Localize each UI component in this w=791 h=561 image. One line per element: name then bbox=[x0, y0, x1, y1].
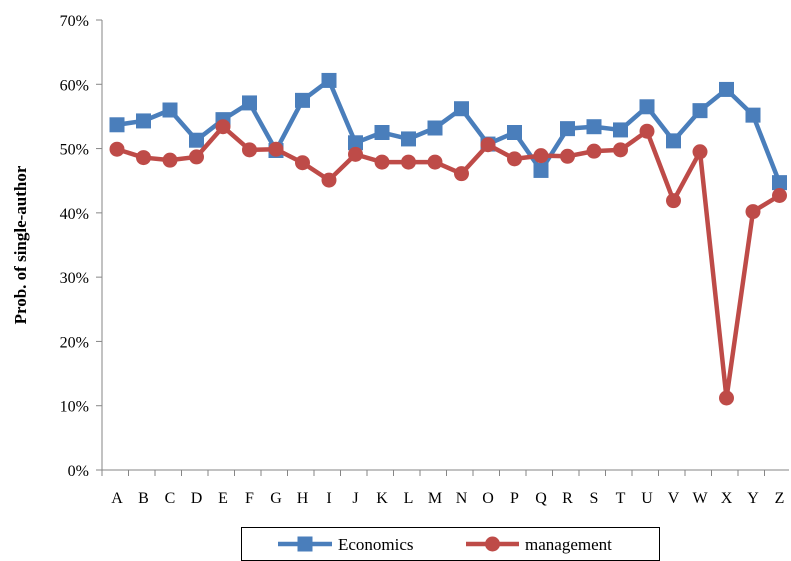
data-point bbox=[480, 137, 496, 153]
data-point bbox=[719, 390, 734, 406]
x-tick-label: X bbox=[721, 490, 733, 507]
data-point bbox=[374, 125, 390, 140]
x-tick-label: V bbox=[668, 490, 680, 507]
y-tick-label: 40% bbox=[60, 206, 89, 223]
data-point bbox=[348, 146, 363, 162]
data-point bbox=[401, 131, 416, 147]
legend-box bbox=[241, 527, 660, 561]
data-point bbox=[639, 99, 655, 115]
data-point bbox=[560, 148, 575, 164]
x-tick-label: G bbox=[270, 490, 282, 507]
series-economics bbox=[109, 72, 787, 191]
y-tick-label: 30% bbox=[60, 270, 89, 287]
data-point bbox=[454, 101, 469, 117]
legend-swatch-marker bbox=[297, 536, 313, 552]
data-point bbox=[533, 148, 549, 164]
data-point bbox=[295, 155, 310, 171]
data-point bbox=[215, 119, 231, 135]
y-tick-label: 10% bbox=[60, 399, 89, 416]
x-tick-label: H bbox=[297, 490, 309, 507]
data-point bbox=[560, 121, 575, 137]
x-tick-label: W bbox=[692, 490, 708, 507]
x-tick-label: N bbox=[456, 490, 468, 507]
data-point bbox=[109, 117, 125, 133]
data-point bbox=[692, 144, 708, 160]
data-point bbox=[242, 95, 257, 111]
data-point bbox=[427, 120, 443, 136]
y-tick-label: 60% bbox=[60, 77, 89, 94]
x-tick-label: Y bbox=[747, 490, 759, 507]
legend-item-management: management bbox=[466, 535, 612, 554]
x-tick-label: Z bbox=[775, 490, 785, 507]
data-point bbox=[586, 143, 602, 159]
y-tick-label: 0% bbox=[68, 463, 89, 480]
data-point bbox=[295, 92, 310, 108]
x-tick-label: S bbox=[590, 490, 599, 507]
data-point bbox=[109, 141, 125, 157]
data-point bbox=[454, 166, 469, 182]
x-tick-label: P bbox=[510, 490, 519, 507]
x-tick-label: J bbox=[352, 490, 358, 507]
y-tick-label: 50% bbox=[60, 142, 89, 159]
legend-swatch-marker bbox=[485, 536, 500, 552]
data-point bbox=[745, 107, 761, 123]
data-point bbox=[507, 125, 522, 140]
data-point bbox=[321, 72, 337, 88]
data-point bbox=[242, 142, 257, 158]
x-tick-label: E bbox=[218, 490, 228, 507]
data-point bbox=[136, 113, 151, 129]
data-point bbox=[321, 172, 337, 188]
legend-item-economics: Economics bbox=[278, 535, 414, 554]
data-point bbox=[666, 193, 681, 209]
series-management bbox=[109, 119, 787, 406]
x-tick-label: F bbox=[245, 490, 254, 507]
legend: Economics management bbox=[241, 527, 660, 561]
x-tick-label: K bbox=[376, 490, 388, 507]
data-point bbox=[613, 122, 628, 138]
x-tick-label: R bbox=[562, 490, 573, 507]
data-point bbox=[533, 162, 549, 178]
x-tick-label: I bbox=[326, 490, 331, 507]
data-point bbox=[189, 132, 204, 148]
data-point bbox=[772, 188, 787, 203]
x-tick-label: Q bbox=[535, 490, 547, 507]
data-point bbox=[427, 154, 443, 170]
x-tick-label: L bbox=[404, 490, 414, 507]
data-point bbox=[666, 133, 681, 149]
x-tick-label: M bbox=[428, 490, 442, 507]
y-axis: 0% 10% 20% 30% 40% 50% 60% 70% bbox=[60, 13, 103, 480]
x-tick-label: D bbox=[191, 490, 203, 507]
data-point bbox=[401, 154, 416, 170]
x-tick-label: B bbox=[138, 490, 149, 507]
y-axis-title: Prob. of single-author bbox=[11, 165, 30, 324]
data-point bbox=[745, 204, 761, 220]
y-tick-label: 70% bbox=[60, 13, 89, 30]
x-tick-label: U bbox=[641, 490, 653, 507]
x-tick-label: C bbox=[165, 490, 176, 507]
series-line bbox=[116, 124, 781, 401]
data-point bbox=[189, 149, 204, 165]
y-tick-label: 20% bbox=[60, 334, 89, 351]
data-point bbox=[586, 119, 602, 135]
data-point bbox=[162, 152, 178, 168]
legend-label: Economics bbox=[338, 535, 414, 554]
data-point bbox=[162, 102, 178, 118]
series-layer bbox=[109, 72, 787, 406]
data-point bbox=[772, 175, 787, 191]
data-point bbox=[719, 81, 734, 97]
x-tick-label: A bbox=[111, 490, 123, 507]
data-point bbox=[374, 154, 390, 170]
data-point bbox=[692, 103, 708, 119]
data-point bbox=[507, 151, 522, 167]
data-point bbox=[639, 123, 655, 139]
data-point bbox=[348, 135, 363, 151]
x-tick-label: T bbox=[616, 490, 626, 507]
data-point bbox=[613, 142, 628, 158]
data-point bbox=[268, 141, 284, 157]
x-tick-label: O bbox=[482, 490, 494, 507]
data-point bbox=[136, 150, 151, 166]
legend-label: management bbox=[525, 535, 612, 554]
